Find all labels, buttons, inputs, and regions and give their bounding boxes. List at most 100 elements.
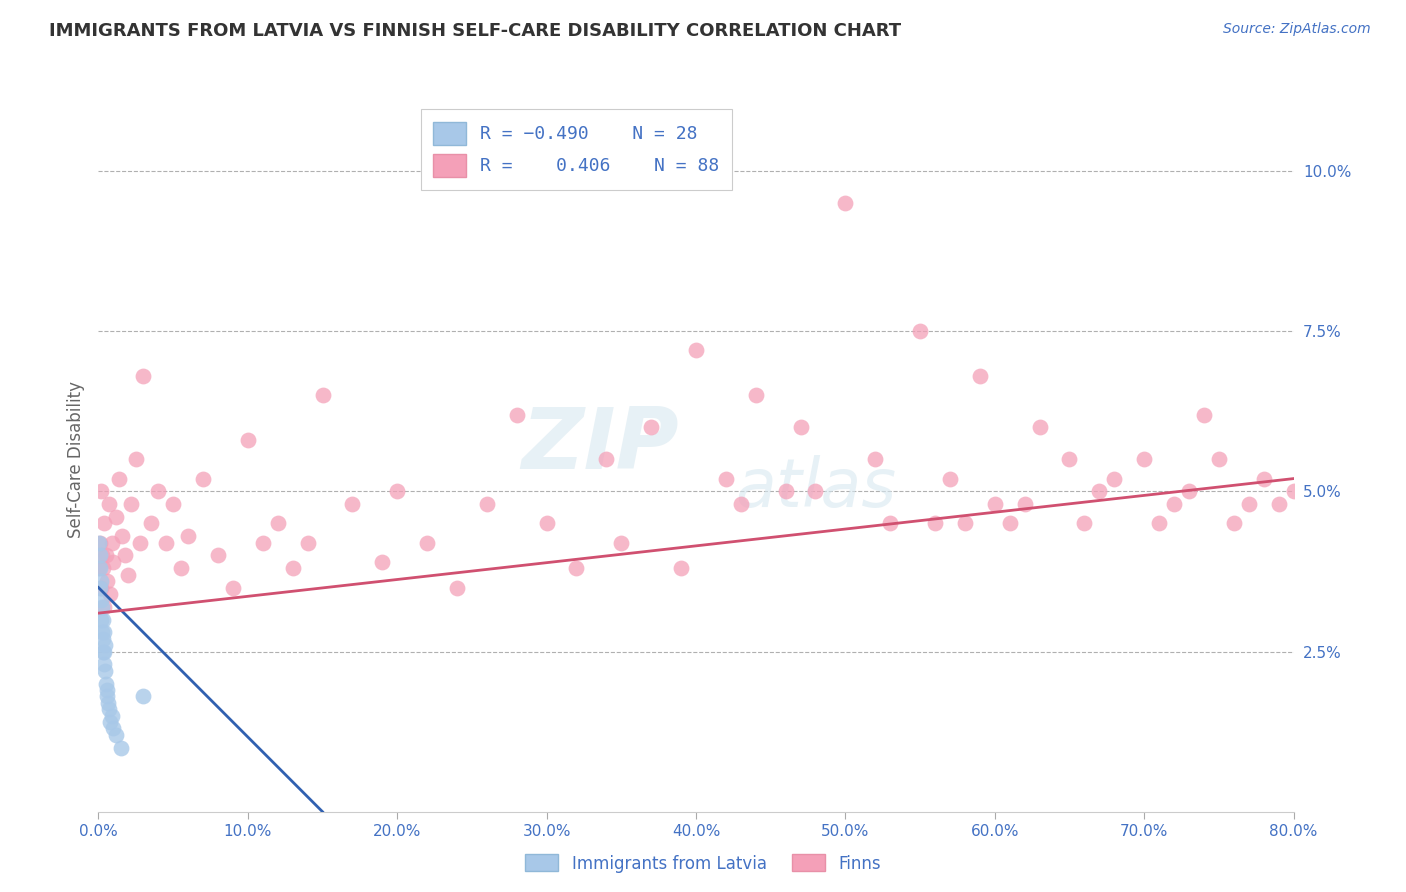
Point [89, 535, 111, 549]
Point [775, 484, 797, 499]
Point [91, 561, 114, 575]
Point [103, 555, 125, 569]
Point [1312, 497, 1334, 511]
Point [94, 549, 117, 563]
Point [93, 657, 115, 672]
Point [565, 561, 588, 575]
Point [114, 549, 136, 563]
Point [1147, 516, 1170, 531]
Point [90, 593, 112, 607]
Point [1282, 484, 1305, 499]
Point [1298, 516, 1320, 531]
Point [1267, 497, 1289, 511]
Point [745, 388, 768, 402]
Point [97, 696, 120, 710]
Point [252, 535, 274, 549]
Point [191, 472, 214, 486]
Point [311, 388, 333, 402]
Point [90, 484, 112, 499]
Point [101, 535, 124, 549]
Legend: Immigrants from Latvia, Finns: Immigrants from Latvia, Finns [519, 847, 887, 880]
Point [93, 638, 115, 652]
Point [89, 535, 111, 549]
Y-axis label: Self-Care Disability: Self-Care Disability [66, 381, 84, 538]
Point [89, 561, 111, 575]
Point [714, 472, 737, 486]
Point [1028, 420, 1050, 434]
Point [1343, 484, 1365, 499]
Point [685, 343, 707, 358]
Point [1088, 484, 1111, 499]
Point [90, 574, 112, 588]
Point [595, 452, 617, 467]
Text: atlas: atlas [735, 455, 896, 521]
Point [640, 420, 662, 434]
Point [98, 714, 122, 729]
Point [105, 510, 128, 524]
Point [865, 452, 887, 467]
Point [162, 497, 184, 511]
Point [1163, 497, 1185, 511]
Point [879, 516, 901, 531]
Text: Source: ZipAtlas.com: Source: ZipAtlas.com [1223, 22, 1371, 37]
Point [96, 683, 118, 698]
Point [101, 708, 124, 723]
Point [111, 529, 134, 543]
Point [90, 581, 112, 595]
Point [789, 420, 811, 434]
Point [96, 690, 118, 704]
Text: ZIP: ZIP [522, 404, 679, 487]
Point [91, 632, 114, 646]
Point [94, 664, 117, 678]
Point [536, 516, 558, 531]
Legend: R = −0.490    N = 28, R =    0.406    N = 88: R = −0.490 N = 28, R = 0.406 N = 88 [420, 109, 733, 190]
Point [89, 581, 111, 595]
Point [89, 549, 111, 563]
Point [93, 644, 115, 658]
Point [132, 690, 155, 704]
Point [1223, 516, 1246, 531]
Point [1059, 452, 1081, 467]
Point [125, 452, 148, 467]
Point [446, 581, 468, 595]
Point [475, 497, 498, 511]
Point [105, 728, 128, 742]
Point [804, 484, 827, 499]
Point [984, 497, 1007, 511]
Point [155, 535, 177, 549]
Point [97, 702, 120, 716]
Point [953, 516, 976, 531]
Point [669, 561, 692, 575]
Point [91, 613, 114, 627]
Point [169, 561, 191, 575]
Point [120, 497, 142, 511]
Point [132, 369, 155, 384]
Point [93, 625, 115, 640]
Point [1208, 452, 1230, 467]
Point [385, 484, 409, 499]
Point [1133, 452, 1156, 467]
Point [1014, 497, 1036, 511]
Point [94, 676, 117, 690]
Point [91, 549, 114, 563]
Point [91, 599, 114, 614]
Point [924, 516, 946, 531]
Point [177, 529, 200, 543]
Point [108, 472, 131, 486]
Point [222, 581, 245, 595]
Point [89, 561, 111, 575]
Point [1192, 408, 1215, 422]
Point [998, 516, 1021, 531]
Point [96, 574, 118, 588]
Point [297, 535, 319, 549]
Point [416, 535, 439, 549]
Point [103, 722, 125, 736]
Text: IMMIGRANTS FROM LATVIA VS FINNISH SELF-CARE DISABILITY CORRELATION CHART: IMMIGRANTS FROM LATVIA VS FINNISH SELF-C… [49, 22, 901, 40]
Point [969, 369, 991, 384]
Point [236, 433, 259, 447]
Point [1104, 472, 1126, 486]
Point [110, 740, 132, 755]
Point [834, 196, 856, 211]
Point [1237, 497, 1260, 511]
Point [148, 484, 170, 499]
